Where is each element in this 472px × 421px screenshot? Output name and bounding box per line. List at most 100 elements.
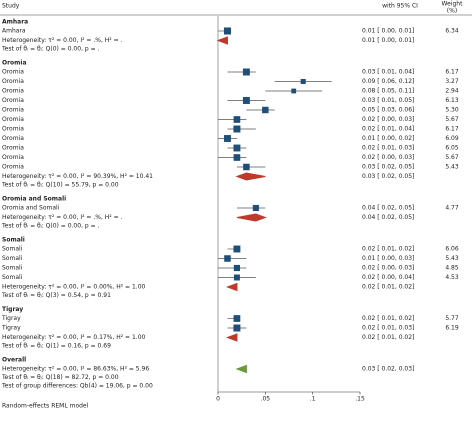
weight-label: 2.94: [445, 88, 459, 95]
weight-label: 6.19: [445, 325, 459, 332]
study-marker: [233, 324, 241, 332]
study-name: Oromia: [2, 145, 24, 152]
ci-label: 0.02 [ 0.01, 0.03]: [362, 325, 414, 332]
weight-label: 4.85: [445, 265, 459, 272]
study-name: Oromia: [2, 116, 24, 123]
ci-label: 0.02 [ 0.01, 0.02]: [362, 334, 414, 341]
study-name: Oromia: [2, 154, 24, 161]
weight-label: 6.17: [445, 126, 459, 133]
study-marker: [224, 135, 231, 142]
weight-label: 6.13: [445, 97, 459, 104]
ci-label: 0.02 [ 0.01, 0.02]: [362, 284, 414, 291]
weight-label: 3.27: [445, 78, 459, 85]
pooled-diamond: [236, 213, 267, 222]
ci-label: 0.03 [ 0.01, 0.05]: [362, 97, 414, 104]
ci-label: 0.02 [ 0.01, 0.02]: [362, 315, 414, 322]
ci-label: 0.02 [ 0.01, 0.03]: [362, 145, 414, 152]
study-name: Tigray: [1, 325, 21, 332]
study-name: Oromia and Somali: [2, 205, 60, 212]
study-name: Oromia: [2, 107, 24, 114]
ci-label: 0.04 [ 0.02, 0.05]: [362, 205, 414, 212]
study-name: Amhara: [2, 28, 26, 35]
ci-label: 0.04 [ 0.02, 0.05]: [362, 214, 414, 221]
weight-label: 5.67: [445, 116, 459, 123]
ci-label: 0.01 [ 0.00, 0.01]: [362, 28, 414, 35]
pooled-diamond: [235, 172, 266, 181]
het-test: Test of θᵢ = θⱼ: Q(3) = 0.54, p = 0.91: [1, 292, 111, 299]
weight-label: 4.53: [445, 274, 459, 281]
heterogeneity: Heterogeneity: τ² = 0.00, I² = .%, H² = …: [2, 37, 123, 44]
study-marker: [223, 27, 231, 35]
ci-header: with 95% CI: [382, 3, 418, 10]
pooled-diamond: [216, 36, 228, 45]
weight-label: 4.77: [445, 205, 459, 212]
het-test: Test of θᵢ = θⱼ: Q(1) = 0.16, p = 0.69: [1, 343, 111, 350]
x-tick-label: 0: [216, 396, 220, 403]
weight-label: 6.06: [445, 246, 459, 253]
study-name: Oromia: [2, 69, 24, 76]
study-marker: [243, 163, 250, 171]
ci-label: 0.01 [ 0.00, 0.03]: [362, 255, 414, 262]
ci-label: 0.02 [ 0.00, 0.04]: [362, 274, 414, 281]
ci-label: 0.03 [ 0.02, 0.05]: [362, 173, 414, 180]
study-name: Oromia: [2, 78, 24, 85]
het-test: Test of θᵢ = θⱼ: Q(18) = 82.72, p = 0.00: [1, 374, 119, 381]
study-marker: [233, 154, 241, 161]
study-marker: [291, 88, 297, 94]
study-marker: [233, 315, 241, 322]
weight-label: 6.09: [445, 135, 459, 142]
x-tick-label: .15: [355, 396, 365, 403]
weight-header: Weight: [442, 1, 464, 8]
ci-label: 0.02 [ 0.00, 0.03]: [362, 265, 414, 272]
study-marker: [233, 264, 241, 272]
weight-label: 5.67: [445, 154, 459, 161]
weight-label: 5.30: [445, 107, 459, 114]
ci-label: 0.05 [ 0.03, 0.06]: [362, 107, 414, 114]
het-test: Test of θᵢ = θⱼ: Q(0) = 0.00, p = .: [1, 46, 100, 53]
ci-label: 0.08 [ 0.05, 0.11]: [362, 88, 414, 95]
study-marker: [233, 116, 241, 123]
study-marker: [242, 97, 250, 104]
study-name: Somali: [2, 265, 23, 272]
study-name: Somali: [2, 246, 23, 253]
het-test: Test of θᵢ = θⱼ: Q(10) = 55.79, p = 0.00: [1, 182, 119, 189]
heterogeneity: Heterogeneity: τ² = 0.00, I² = 0.00%, H²…: [2, 284, 146, 291]
group-title: Amhara: [2, 19, 28, 26]
study-name: Oromia: [2, 97, 24, 104]
het-test: Test of θᵢ = θⱼ: Q(0) = 0.00, p = .: [1, 223, 100, 230]
x-tick-label: .05: [261, 396, 271, 403]
study-header: Study: [2, 3, 20, 10]
weight-header: (%): [447, 8, 457, 15]
study-marker: [242, 68, 250, 76]
ci-label: 0.02 [ 0.00, 0.03]: [362, 154, 414, 161]
ci-label: 0.02 [ 0.01, 0.02]: [362, 246, 414, 253]
heterogeneity: Heterogeneity: τ² = 0.00, I² = 86.63%, H…: [2, 366, 149, 373]
weight-label: 5.43: [445, 255, 459, 262]
ci-label: 0.01 [ 0.00, 0.01]: [362, 37, 414, 44]
pooled-diamond: [235, 364, 247, 374]
study-name: Oromia: [2, 164, 24, 171]
x-tick-label: .1: [310, 396, 316, 403]
heterogeneity: Heterogeneity: τ² = 0.00, I² = 0.17%, H²…: [2, 334, 146, 341]
study-marker: [224, 255, 231, 262]
pooled-diamond: [226, 333, 238, 342]
ci-label: 0.09 [ 0.06, 0.12]: [362, 78, 414, 85]
group-title: Oromia and Somali: [2, 196, 66, 203]
heterogeneity: Heterogeneity: τ² = 0.00, I² = 90.39%, H…: [2, 173, 153, 180]
ci-label: 0.03 [ 0.02, 0.05]: [362, 164, 414, 171]
study-marker: [233, 245, 241, 253]
weight-label: 6.05: [445, 145, 459, 152]
weight-label: 5.43: [445, 164, 459, 171]
study-name: Oromia: [2, 135, 24, 142]
weight-label: 6.17: [445, 69, 459, 76]
study-name: Somali: [2, 255, 23, 262]
group-title: Oromia: [2, 60, 27, 67]
group-title: Somali: [2, 237, 25, 244]
weight-label: 5.77: [445, 315, 459, 322]
study-name: Somali: [2, 274, 23, 281]
ci-label: 0.03 [ 0.01, 0.04]: [362, 69, 414, 76]
study-name: Oromia: [2, 126, 24, 133]
ci-label: 0.02 [ 0.01, 0.04]: [362, 126, 414, 133]
ci-label: 0.01 [ 0.00, 0.02]: [362, 135, 414, 142]
study-name: Oromia: [2, 88, 24, 95]
